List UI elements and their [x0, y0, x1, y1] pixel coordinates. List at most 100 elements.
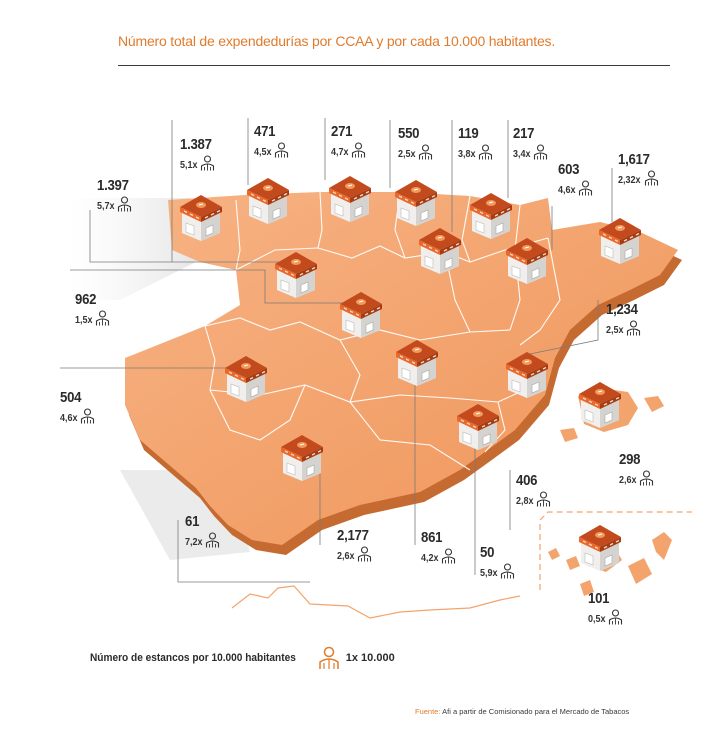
menorca-island: [644, 396, 664, 412]
region-count: 50: [480, 544, 495, 561]
region-label-murcia: 406 2,8x: [516, 473, 551, 507]
canarias-frame: [539, 511, 692, 590]
person-icon: [627, 320, 641, 336]
region-count: 471: [254, 123, 276, 140]
region-ratio: 2,5x: [606, 325, 624, 336]
person-icon: [275, 142, 289, 158]
legend: Número de estancos por 10.000 habitantes…: [90, 646, 395, 670]
region-label-extremadura: 504 4,6x: [60, 390, 95, 424]
region-label-canarias: 101 0,5x: [588, 591, 623, 625]
region-ratio-row: 4,6x: [558, 180, 593, 196]
region-label-comunidad-valenciana: 1,234 2,5x: [606, 302, 642, 336]
ibiza-island: [560, 428, 578, 442]
region-ratio-row: 2,5x: [398, 144, 433, 160]
region-count: 861: [421, 529, 443, 546]
source-text: Afi a partir de Comisionado para el Merc…: [442, 707, 630, 716]
region-ratio: 2,32x: [618, 175, 641, 186]
person-icon: [118, 196, 132, 212]
region-count: 1.397: [97, 177, 129, 194]
person-icon: [358, 546, 372, 562]
region-label-pais-vasco: 271 4,7x: [331, 124, 366, 158]
region-label-castilla-la-mancha: 861 4,2x: [421, 530, 456, 564]
region-count: 298: [619, 451, 641, 468]
region-ratio-row: 5,7x: [97, 196, 133, 212]
region-ratio-row: 2,5x: [606, 320, 642, 336]
region-label-la-rioja: 119 3,8x: [458, 126, 493, 160]
region-label-andalucia: 2,177 2,6x: [337, 528, 373, 562]
region-count: 217: [513, 125, 535, 142]
region-ratio-row: 3,4x: [513, 144, 548, 160]
region-ratio-row: 0,5x: [588, 609, 623, 625]
source-note: Fuente: Afi a partir de Comisionado para…: [415, 707, 629, 716]
person-icon: [201, 155, 215, 171]
region-ratio: 3,8x: [458, 149, 476, 160]
region-count: 962: [75, 291, 97, 308]
shade-northwest: [70, 198, 200, 300]
region-label-galicia: 1.397 5,7x: [97, 178, 133, 212]
region-ratio: 2,6x: [337, 551, 355, 562]
region-count: 550: [398, 125, 420, 142]
person-icon: [534, 144, 548, 160]
region-ratio-row: 4,6x: [60, 408, 95, 424]
region-ratio: 5,1x: [180, 160, 198, 171]
region-ratio-row: 3,8x: [458, 144, 493, 160]
person-icon: [501, 563, 515, 579]
region-ratio: 2,6x: [619, 475, 637, 486]
region-ratio: 4,6x: [558, 185, 576, 196]
region-count: 406: [516, 472, 538, 489]
region-count: 1.387: [180, 136, 212, 153]
person-icon: [579, 180, 593, 196]
region-ratio: 0,5x: [588, 614, 606, 625]
region-ratio-row: 4,5x: [254, 142, 289, 158]
chart-title: Número total de expendedurías por CCAA y…: [118, 33, 556, 49]
region-label-cataluna-total: 1,617 2,32x: [618, 152, 659, 186]
title-divider: [118, 65, 670, 66]
region-count: 101: [588, 590, 610, 607]
region-ratio: 7,2x: [185, 537, 203, 548]
person-icon: [644, 170, 659, 186]
region-count: 603: [558, 161, 580, 178]
region-ratio-row: 4,7x: [331, 142, 366, 158]
region-label-asturias: 1.387 5,1x: [180, 137, 216, 171]
person-icon: [81, 408, 95, 424]
person-icon: [319, 646, 339, 669]
person-icon: [419, 144, 433, 160]
region-ratio-row: 5,9x: [480, 563, 515, 579]
region-label-navarra: 550 2,5x: [398, 126, 433, 160]
region-label-castilla-leon: 962 1,5x: [75, 292, 110, 326]
region-ratio-row: 1,5x: [75, 310, 110, 326]
region-ratio: 4,7x: [331, 147, 349, 158]
region-count: 61: [185, 513, 200, 530]
region-ratio: 1,5x: [75, 315, 93, 326]
region-label-baleares: 298 2,6x: [619, 452, 654, 486]
region-ratio-row: 5,1x: [180, 155, 216, 171]
region-label-cataluna: 603 4,6x: [558, 162, 593, 196]
region-ratio: 5,9x: [480, 568, 498, 579]
region-count: 504: [60, 389, 82, 406]
person-icon: [609, 609, 623, 625]
region-ratio-row: 2,8x: [516, 491, 551, 507]
source-label: Fuente:: [415, 707, 441, 716]
region-ratio: 2,8x: [516, 496, 534, 507]
person-icon: [352, 142, 366, 158]
region-ratio-row: 2,32x: [618, 170, 659, 186]
region-label-ceuta: 61 7,2x: [185, 514, 220, 548]
person-icon: [640, 470, 654, 486]
region-label-cantabria: 471 4,5x: [254, 124, 289, 158]
africa-coastline: [231, 585, 521, 619]
region-ratio-row: 2,6x: [619, 470, 654, 486]
region-count: 2,177: [337, 527, 369, 544]
person-icon: [537, 491, 551, 507]
region-ratio: 4,5x: [254, 147, 272, 158]
region-ratio-row: 7,2x: [185, 532, 220, 548]
region-ratio-row: 4,2x: [421, 548, 456, 564]
legend-scale: 1x 10.000: [345, 652, 395, 664]
region-ratio: 4,6x: [60, 413, 78, 424]
region-borders: [204, 191, 561, 471]
person-icon: [206, 532, 220, 548]
region-count: 119: [458, 125, 479, 142]
region-ratio: 2,5x: [398, 149, 416, 160]
region-ratio: 5,7x: [97, 201, 115, 212]
person-icon: [96, 310, 110, 326]
